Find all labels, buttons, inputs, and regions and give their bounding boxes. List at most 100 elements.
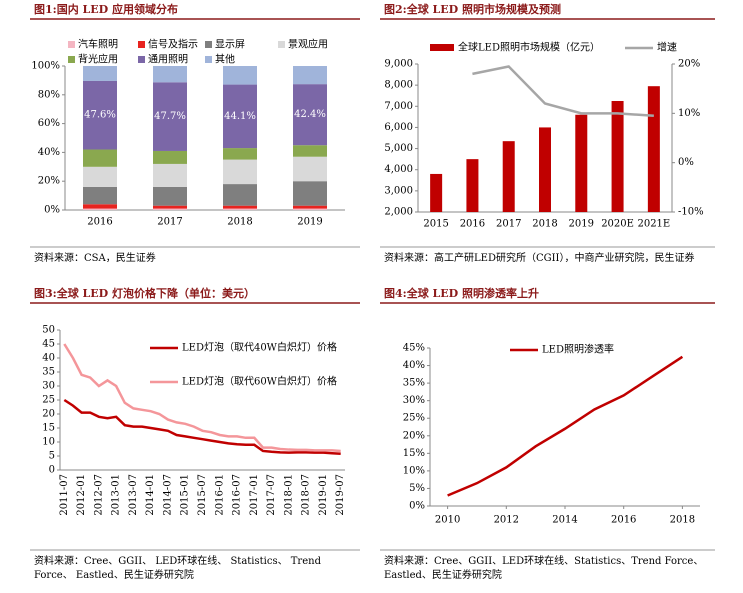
legend-label: 增速 <box>657 41 677 54</box>
legend-label: 显示屏 <box>215 39 245 51</box>
x-tick-label: 2019 <box>569 219 594 230</box>
bar-segment <box>223 184 257 206</box>
y-tick-label: 45 <box>42 339 55 350</box>
y-tick-label: 40 <box>42 353 55 364</box>
legend-swatch <box>278 41 285 48</box>
x-tick-label: 2015-07 <box>197 474 208 516</box>
x-tick-label: 2016 <box>87 217 112 228</box>
y-tick-label: 5% <box>409 483 425 494</box>
bar <box>611 101 624 212</box>
line <box>472 65 654 118</box>
bar <box>502 141 515 212</box>
y-tick-label: 20% <box>38 176 60 187</box>
x-tick-label: 2010 <box>435 515 460 526</box>
x-tick-label: 2014 <box>552 515 577 526</box>
bar-segment <box>153 205 187 209</box>
legend-swatch <box>68 41 75 48</box>
y-tick-label: 15% <box>403 448 425 459</box>
bar-segment <box>223 205 257 209</box>
bar-segment <box>83 66 117 81</box>
data-label: 47.7% <box>154 111 186 122</box>
y-tick-label: 10 <box>42 437 55 448</box>
chart-title: 图2:全球 LED 照明市场规模及预测 <box>384 2 561 16</box>
x-tick-label: 2017 <box>157 217 182 228</box>
x-tick-label: 2020E <box>601 219 634 230</box>
y-tick-label: 30% <box>403 395 425 406</box>
x-tick-label: 2018 <box>532 219 557 230</box>
bar-segment <box>223 84 257 149</box>
y-tick-label: 0% <box>44 205 60 216</box>
legend-label: 背光应用 <box>78 53 118 66</box>
y-tick-label: 6,000 <box>384 122 413 133</box>
legend-label: 通用照明 <box>148 54 188 66</box>
x-tick-label: 2012 <box>494 515 519 526</box>
y-tick-label: 40% <box>38 147 60 158</box>
line <box>63 343 341 453</box>
x-tick-label: 2019 <box>297 217 322 228</box>
y-tick-label: 50 <box>42 325 55 336</box>
bar-segment <box>293 84 327 146</box>
y-tick-label: 60% <box>38 118 60 129</box>
bar-segment <box>293 181 327 206</box>
legend-swatch <box>138 56 145 63</box>
legend-label: LED灯泡（取代60W白炽灯）价格 <box>182 375 337 388</box>
y2-tick-label: 0% <box>678 157 694 168</box>
legend-swatch <box>138 41 145 48</box>
chart-title: 图1:国内 LED 应用领域分布 <box>34 2 178 16</box>
bar-segment <box>153 66 187 83</box>
bar <box>466 159 479 212</box>
y-tick-label: 35 <box>42 367 55 378</box>
y-tick-label: 35% <box>403 378 425 389</box>
legend-swatch <box>68 56 75 63</box>
data-label: 42.4% <box>294 109 326 120</box>
y-tick-label: 5 <box>49 451 55 462</box>
source: 资料来源：CSA，民生证券 <box>34 253 156 264</box>
bar-segment <box>83 149 117 167</box>
bar-segment <box>153 150 187 164</box>
y-tick-label: 2,000 <box>384 207 413 218</box>
y-tick-label: 80% <box>38 89 60 100</box>
x-tick-label: 2017 <box>496 219 521 230</box>
x-tick-label: 2018 <box>227 217 252 228</box>
data-label: 44.1% <box>224 111 256 122</box>
bar <box>647 86 660 212</box>
y-tick-label: 0% <box>409 501 425 512</box>
bar-segment <box>153 208 187 210</box>
x-tick-label: 2011-07 <box>59 474 70 516</box>
y2-tick-label: 20% <box>678 59 700 70</box>
legend-label: 汽车照明 <box>78 38 118 51</box>
y2-tick-label: -10% <box>678 207 704 218</box>
legend-label: 信号及指示 <box>148 38 198 51</box>
x-tick-label: 2019-01 <box>318 474 329 516</box>
bar-segment <box>153 82 187 151</box>
y-tick-label: 20% <box>403 430 425 441</box>
source: 资料来源：Cree、GGII、LED环球在线、Statistics、Trend … <box>384 556 704 581</box>
chart-title: 图4:全球 LED 照明渗透率上升 <box>384 286 539 300</box>
x-tick-label: 2021E <box>637 219 670 230</box>
x-tick-label: 2014-01 <box>145 474 156 516</box>
x-tick-label: 2016 <box>611 515 636 526</box>
legend-label: LED照明渗透率 <box>542 343 614 356</box>
bar <box>430 173 443 212</box>
bar-segment <box>223 159 257 185</box>
x-tick-label: 2017-01 <box>249 474 260 516</box>
bar <box>539 127 551 212</box>
y-tick-label: 8,000 <box>384 80 413 91</box>
x-tick-label: 2018 <box>670 515 695 526</box>
y-tick-label: 9,000 <box>384 59 413 70</box>
y-tick-label: 20 <box>42 409 55 420</box>
bar-segment <box>153 163 187 187</box>
bar-segment <box>223 66 257 85</box>
x-tick-label: 2016 <box>460 219 485 230</box>
line <box>447 355 684 497</box>
y2-tick-label: 10% <box>678 108 700 119</box>
bar-segment <box>83 204 117 209</box>
bar-segment <box>83 166 117 187</box>
bar-segment <box>83 208 117 210</box>
y-tick-label: 5,000 <box>384 143 413 154</box>
chart-title: 图3:全球 LED 灯泡价格下降（单位：美元） <box>34 286 255 300</box>
bar-segment <box>293 156 327 182</box>
legend-label: LED灯泡（取代40W白炽灯）价格 <box>182 341 337 354</box>
legend-label: 景观应用 <box>288 38 328 51</box>
y-tick-label: 30 <box>42 381 55 392</box>
